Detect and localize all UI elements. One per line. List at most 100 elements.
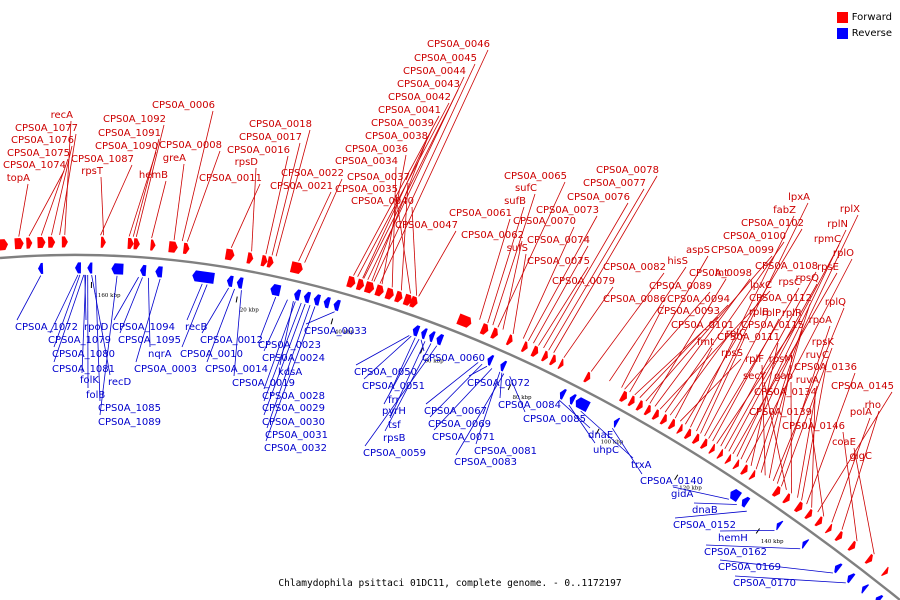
label-leader (509, 376, 526, 413)
reverse-gene-label: CPS0A_0081 (474, 446, 537, 457)
label-leader (719, 529, 775, 532)
label-leader (135, 124, 165, 237)
label-leader (100, 164, 133, 236)
label-leader (266, 305, 311, 429)
forward-gene-arrow (402, 293, 412, 306)
label-leader (609, 266, 687, 382)
forward-gene-arrow (708, 443, 715, 454)
forward-gene-label: CPS0A_0099 (711, 245, 774, 256)
reverse-gene-label: pyrH (382, 406, 406, 417)
label-leader (755, 303, 811, 470)
reverse-gene-arrow (741, 496, 751, 508)
label-leader (679, 358, 742, 422)
label-leader (279, 300, 294, 366)
forward-gene-label: topA (7, 173, 30, 184)
forward-gene-label: CPS0A_0008 (159, 140, 222, 151)
label-leader (379, 49, 489, 284)
label-leader (95, 275, 101, 402)
forward-gene-arrow (530, 345, 539, 357)
reverse-gene-arrow (500, 360, 508, 372)
forward-gene-label: CPS0A_0070 (513, 216, 576, 227)
forward-gene-arrow (583, 371, 591, 383)
forward-gene-label: CPS0A_0100 (723, 231, 786, 242)
forward-gene-label: CPS0A_0036 (345, 144, 408, 155)
label-leader (425, 362, 479, 405)
label-leader (700, 338, 745, 434)
label-leader (684, 228, 803, 425)
forward-gene-arrow (716, 449, 724, 459)
reverse-gene-arrow (847, 573, 856, 584)
label-leader (553, 175, 658, 353)
forward-gene-label: ruvA (796, 375, 819, 386)
label-leader (527, 215, 598, 342)
forward-gene-label: CPS0A_0079 (552, 276, 615, 287)
reverse-gene-label: CPS0A_0140 (640, 476, 703, 487)
forward-gene-arrow (260, 255, 268, 267)
label-leader (690, 215, 795, 428)
label-leader (543, 202, 629, 349)
label-leader (275, 129, 311, 257)
reverse-gene-label: CPS0A_1081 (52, 364, 115, 375)
forward-gene-label: CPS0A_0046 (427, 39, 490, 50)
label-leader (732, 272, 838, 455)
label-leader (712, 318, 780, 442)
reverse-gene-label: rpoD (84, 322, 109, 333)
forward-gene-arrow (824, 523, 833, 534)
reverse-gene-label: CPS0A_0050 (354, 367, 417, 378)
label-leader (736, 229, 847, 457)
forward-gene-label: hemB (139, 170, 168, 181)
label-leader (400, 182, 409, 291)
label-leader (522, 226, 575, 339)
label-leader (674, 347, 713, 419)
forward-swatch (836, 11, 848, 23)
label-leader (853, 447, 875, 555)
label-leader (367, 76, 465, 280)
reverse-gene-label: CPS0A_1089 (98, 417, 161, 428)
label-leader (16, 275, 42, 321)
label-leader (475, 371, 501, 445)
forward-gene-label: rpsS (721, 348, 743, 359)
map-caption: Chlamydophila psittaci 01DC11, complete … (278, 578, 622, 589)
legend-item-reverse: Reverse (836, 25, 892, 41)
reverse-gene-label: CPS0A_0031 (265, 430, 328, 441)
forward-gene-label: CPS0A_0045 (414, 53, 477, 64)
label-leader (132, 138, 160, 237)
forward-gene-label: rplP (762, 308, 781, 319)
forward-gene-arrow (100, 236, 106, 248)
reverse-gene-arrow (294, 289, 302, 301)
label-leader (492, 193, 536, 326)
forward-gene-arrow (127, 237, 134, 249)
label-leader (181, 284, 208, 348)
reverse-gene-arrow (801, 539, 810, 549)
legend-label-reverse: Reverse (851, 27, 892, 39)
label-leader (768, 364, 792, 479)
reverse-gene-arrow (429, 331, 436, 343)
label-leader (411, 206, 418, 296)
forward-gene-label: CPS0A_0039 (371, 118, 434, 129)
forward-gene-arrow (782, 493, 791, 504)
label-leader (363, 89, 459, 279)
forward-gene-arrow (771, 485, 781, 497)
scale-tick-label: 120 kbp (679, 485, 702, 491)
forward-gene-label: lpxC (750, 280, 772, 291)
label-leader (772, 307, 845, 481)
scale-tick-label: 60 kbp (425, 359, 445, 365)
reverse-gene-arrow (421, 328, 428, 340)
reverse-gene-label: CPS0A_0083 (454, 457, 517, 468)
label-leader (558, 399, 591, 429)
reverse-gene-label: CPS0A_0030 (262, 417, 325, 428)
label-leader (181, 110, 214, 242)
forward-gene-label: sufS (507, 243, 528, 254)
forward-gene-arrow (490, 327, 498, 339)
forward-gene-label: rplX (840, 204, 860, 215)
forward-gene-label: lpxA (788, 192, 810, 203)
label-leader (734, 575, 846, 584)
label-leader (357, 102, 450, 277)
label-leader (64, 120, 72, 235)
forward-gene-arrow (246, 252, 254, 264)
forward-gene-label: rpsE (817, 262, 839, 273)
reverse-gene-label: CPS0A_0162 (704, 547, 767, 558)
label-leader (479, 218, 511, 320)
reverse-gene-label: dnaE (588, 430, 613, 441)
reverse-gene-arrow (487, 355, 495, 366)
